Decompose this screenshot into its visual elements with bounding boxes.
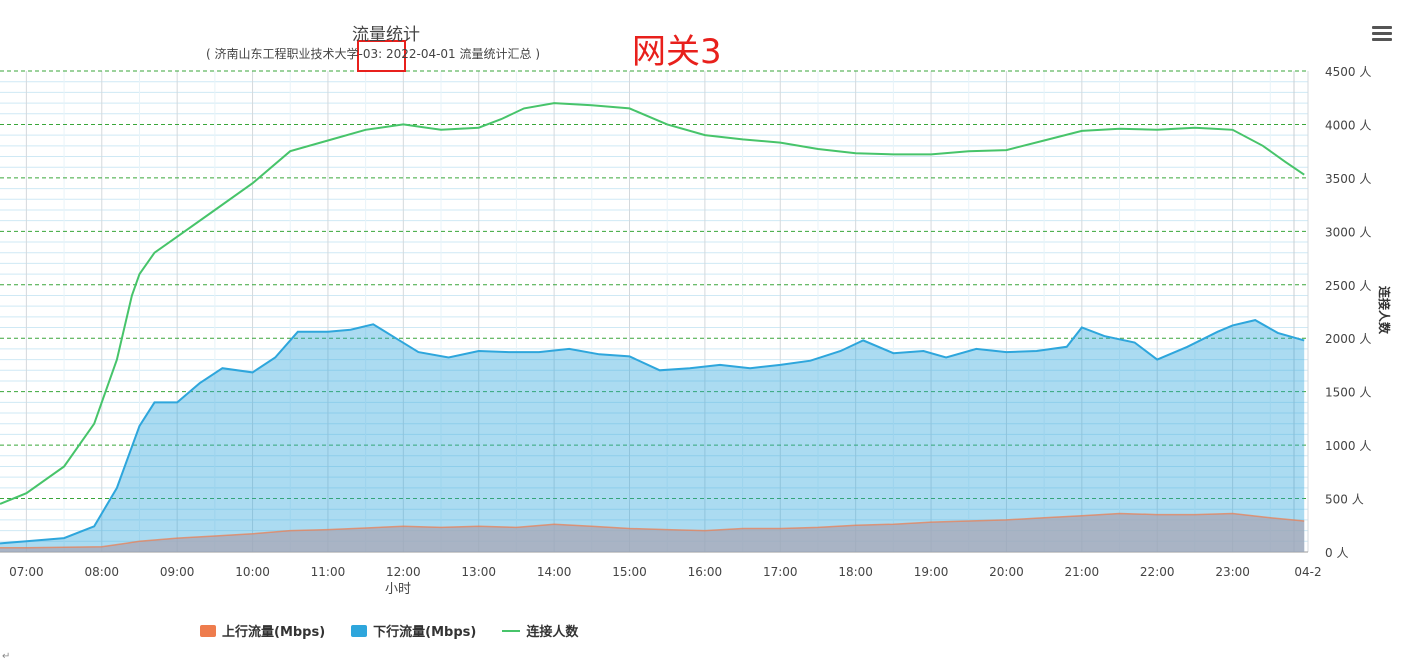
y-tick-label: 4000 人: [1325, 118, 1371, 132]
y-tick-label: 2500 人: [1325, 279, 1371, 293]
legend-swatch-download: [351, 624, 368, 637]
x-tick-label: 08:00: [84, 565, 119, 579]
x-tick-label: 16:00: [688, 565, 723, 579]
legend-swatch-connections: [502, 629, 521, 632]
gateway-annotation: 网关3: [632, 32, 722, 72]
y-tick-label: 4500 人: [1325, 65, 1371, 79]
x-tick-label: 10:00: [235, 565, 270, 579]
chart-subtitle: ( 济南山东工程职业技术大学-03: 2022-04-01 流量统计汇总 ): [206, 47, 541, 61]
x-tick-label: 20:00: [989, 565, 1024, 579]
highlight-box: [357, 40, 406, 72]
y-axis-label: 连接人数: [1377, 286, 1392, 335]
y-tick-label: 3000 人: [1325, 225, 1371, 239]
legend-label-download: 下行流量(Mbps): [373, 625, 477, 640]
x-tick-label: 15:00: [612, 565, 647, 579]
x-tick-label: 23:00: [1215, 565, 1250, 579]
x-tick-label: 09:00: [160, 565, 195, 579]
series-upload-line: [0, 512, 1305, 549]
x-tick-label: 11:00: [311, 565, 346, 579]
y-tick-label: 1500 人: [1325, 386, 1371, 400]
x-tick-label: 12:00: [386, 565, 421, 579]
x-axis-label: 小时: [385, 582, 411, 597]
chart-title: 流量统计: [352, 25, 420, 45]
series-connections-line: [0, 102, 1305, 505]
x-tick-label: 04-2: [1294, 565, 1321, 579]
legend-label-connections: 连接人数: [526, 625, 579, 640]
legend-label-upload: 上行流量(Mbps): [222, 625, 326, 640]
x-tick-label: 14:00: [537, 565, 572, 579]
series-download-line: [0, 319, 1305, 545]
x-tick-label: 13:00: [461, 565, 496, 579]
y-tick-label: 2000 人: [1325, 332, 1371, 346]
menu-icon[interactable]: [1372, 26, 1392, 42]
return-mark: ↵: [2, 651, 11, 662]
series-download-area: [0, 320, 1305, 552]
x-tick-label: 22:00: [1140, 565, 1175, 579]
legend-item-upload[interactable]: 上行流量(Mbps): [200, 621, 325, 640]
legend-item-download[interactable]: 下行流量(Mbps): [351, 621, 476, 640]
x-tick-label: 19:00: [914, 565, 949, 579]
x-tick-label: 17:00: [763, 565, 798, 579]
x-tick-label: 18:00: [838, 565, 873, 579]
legend-swatch-upload: [200, 624, 216, 637]
x-tick-label: 21:00: [1065, 565, 1100, 579]
y-tick-label: 3500 人: [1325, 172, 1371, 186]
x-tick-label: 07:00: [9, 565, 44, 579]
legend-item-connections[interactable]: 连接人数: [502, 621, 578, 640]
chart-legend: 上行流量(Mbps) 下行流量(Mbps) 连接人数: [200, 621, 578, 640]
y-tick-label: 1000 人: [1325, 439, 1371, 453]
series-upload-area: [0, 513, 1305, 552]
y-tick-label: 500 人: [1325, 493, 1364, 507]
y-tick-label: 0 人: [1325, 546, 1348, 560]
